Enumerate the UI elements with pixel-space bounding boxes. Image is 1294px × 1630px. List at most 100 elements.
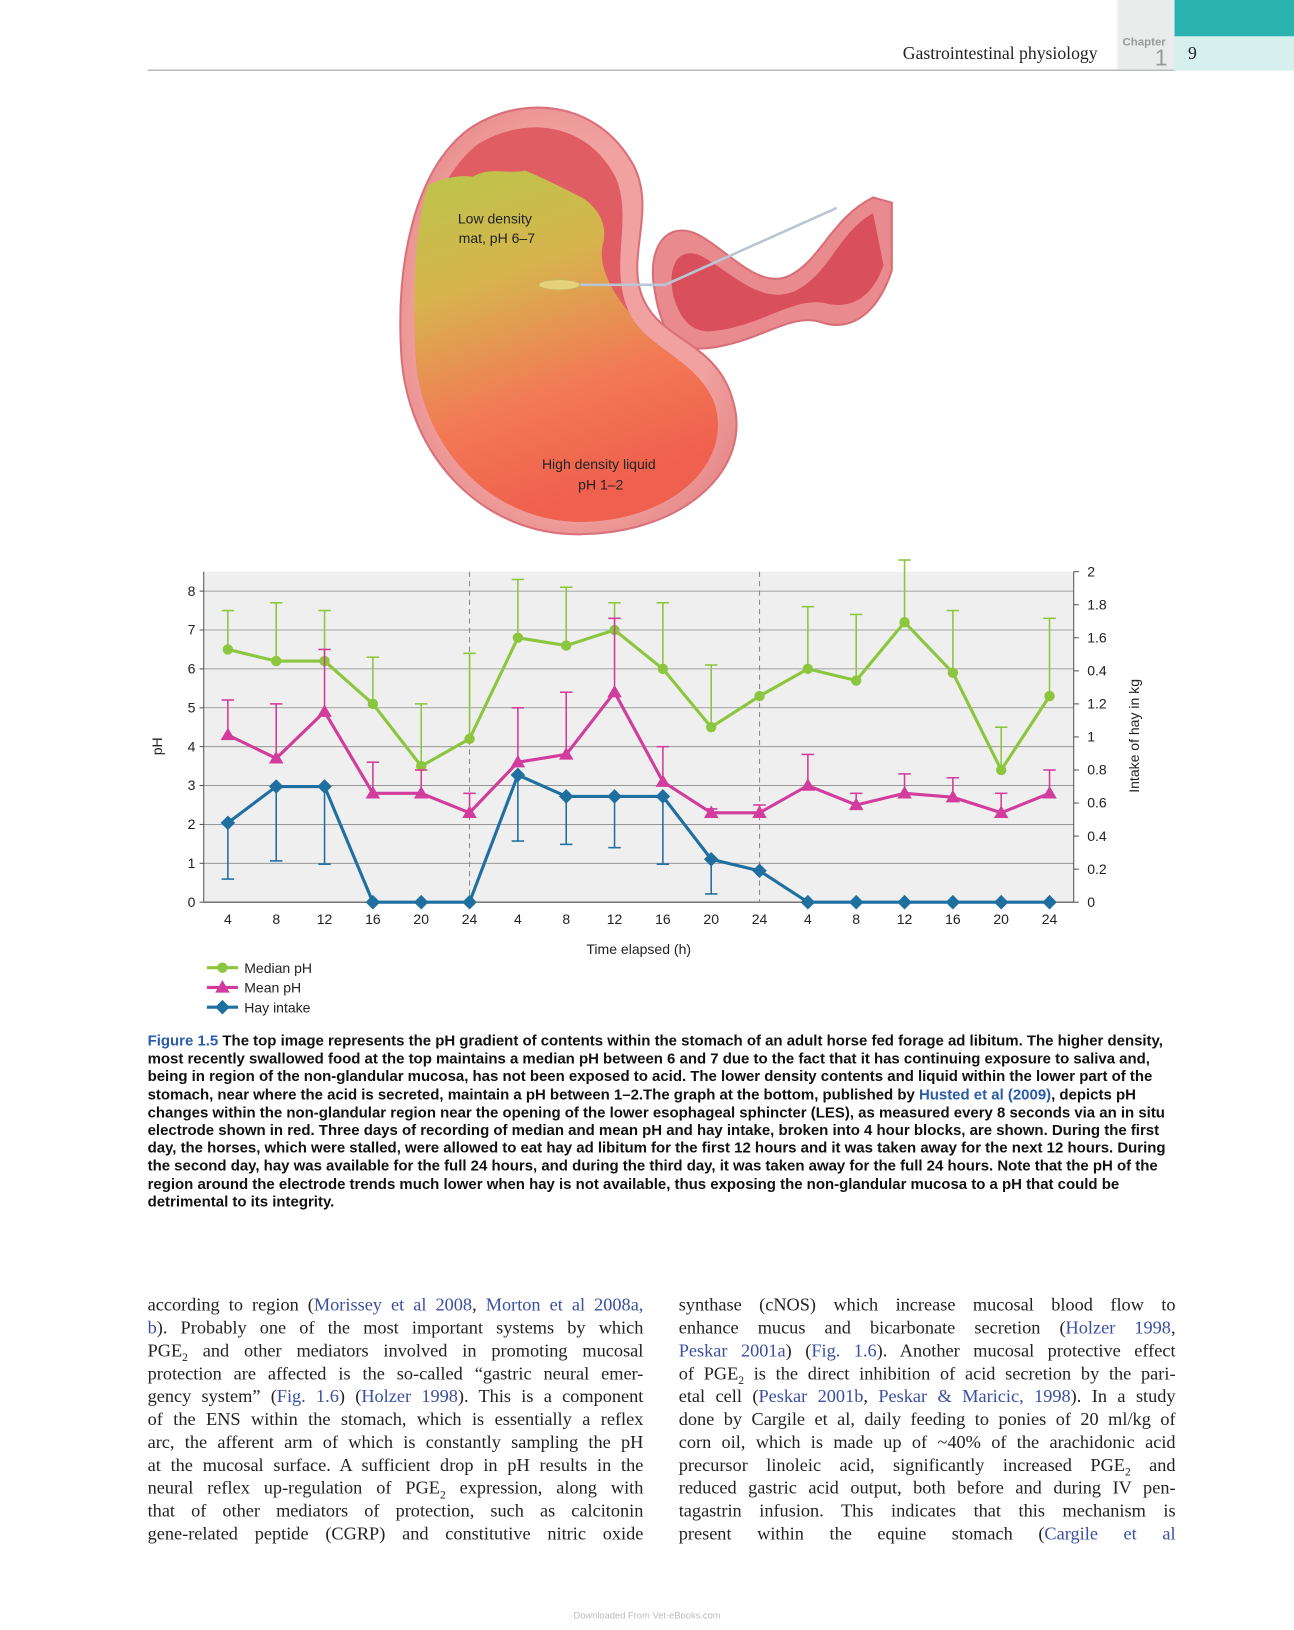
reference-link[interactable]: Morissey et al 2008 [313,1294,473,1315]
data-point [462,805,477,818]
series-line [226,772,1050,904]
data-point [558,747,574,760]
caption-link[interactable]: Husted et al (2009) [918,1086,1052,1104]
data-point [512,632,524,643]
reference-link[interactable]: Peskar 2001b [758,1385,864,1407]
reference-link[interactable]: b [147,1316,157,1338]
text: that of other mediators of protection, s… [147,1499,644,1521]
data-point [317,704,332,717]
reference-link[interactable]: Fig. 1.6 [811,1339,877,1361]
series-line [227,619,1051,774]
x-tick-label: 8 [272,911,280,927]
text: at the mucosal surface. A sufficient dro… [147,1454,644,1475]
running-title: Gastrointestinal physiology [902,43,1098,64]
illustration-label: Low density mat, pH 6–7 [458,210,536,246]
text: PGE [147,1339,183,1361]
data-point [800,778,816,791]
x-axis-title: Time elapsed (h) [586,941,691,957]
text: according to region ( [147,1294,314,1315]
y-tick-label: 0 [188,894,196,910]
y2-axis-title: Intake of hay in kg [1126,679,1142,793]
text-line: present within the equine stomach (Cargi… [679,1522,1176,1545]
reference-link[interactable]: Morton et al 2008a, [485,1294,644,1315]
reference-link[interactable]: Holzer 1998 [1065,1316,1171,1338]
text-line: tagastrin infusion. This indicates that … [679,1499,1176,1522]
text: gency system” ( [147,1385,277,1407]
text-line: etal cell (Peskar 2001b, Peskar & Marici… [679,1384,1176,1407]
x-tick-label: 24 [1042,911,1058,927]
reference-link[interactable]: Peskar & Maricic, 1998 [878,1385,1071,1407]
data-point [848,797,864,811]
y-tick-label: 6 [188,661,196,677]
data-point [365,786,381,799]
y-tick-label: 1 [188,855,196,871]
text: expression, along with [445,1476,644,1498]
y2-tick-label: 0.4 [1087,663,1107,679]
legend-marker [217,962,228,973]
chapter-number: 1 [1154,44,1168,71]
text-line: corn oil, which is made up of ~40% of th… [679,1430,1176,1453]
label-line: pH 1–2 [578,477,623,493]
x-tick-label: 20 [413,911,429,927]
text-line: arc, the afferent arm of which is consta… [148,1430,644,1453]
text: ). In a study [1070,1385,1176,1407]
chapter-box [1117,0,1175,70]
text-line: protection are affected is the so-called… [148,1362,644,1385]
series [221,559,1056,776]
y2-tick-label: 1.2 [1087,696,1107,712]
data-point [222,644,234,655]
reference-link[interactable]: Fig. 1.6 [276,1385,339,1407]
data-point [703,805,719,818]
data-point [899,617,910,628]
data-point [706,722,717,733]
data-point [220,815,236,831]
text: is the direct inhibition of acid secreti… [743,1362,1176,1384]
data-point [947,667,959,678]
header-rule [147,69,1176,71]
text: synthase (cNOS) which increase mucosal b… [678,1294,1176,1315]
data-point [754,690,765,702]
y2-tick-label: 0.2 [1087,861,1107,877]
y2-tick-label: 0 [1087,894,1095,910]
text-line: according to region (Morissey et al 2008… [148,1293,644,1316]
reference-link[interactable]: Peskar 2001a [678,1339,786,1361]
x-tick-label: 16 [365,911,381,927]
subscript: 2 [182,1351,188,1365]
data-point [268,779,284,794]
text: , [472,1294,486,1315]
caption-label: Figure 1.5 [147,1033,219,1050]
illustration-label: High density liquid pH 1–2 [542,456,660,493]
data-point [655,789,671,804]
data-point [945,894,961,910]
data-point [268,751,284,764]
x-tick-label: 4 [224,911,232,927]
electrode-wire [542,206,838,287]
data-point [802,663,814,675]
text: ). This is a component [457,1385,644,1407]
y2-tick-label: 0.4 [1087,828,1107,844]
reference-link[interactable]: Cargile et al [1044,1522,1176,1544]
text: done by Cargile et al, daily feeding to … [678,1408,1176,1430]
label-line: Low density [458,210,532,226]
text: protection are affected is the so-called… [147,1362,644,1384]
data-point [510,767,526,783]
stomach-contents [414,170,718,522]
y-tick-label: 2 [188,816,196,832]
data-point [848,894,864,910]
text: precursor linoleic acid, significantly i… [678,1454,1125,1475]
duodenum-lumen [671,213,884,332]
series-line [227,689,1051,815]
caption-text: , depicts pH changes within the non-glan… [147,1086,1166,1211]
text: , [1170,1316,1176,1338]
text: ) ( [338,1385,362,1407]
body-column: synthase (cNOS) which increase mucosal b… [679,1293,1176,1545]
text-line: neural reflex up-regulation of PGE2 expr… [148,1476,644,1501]
x-tick-label: 16 [655,911,671,927]
text-line: enhance mucus and bicarbonate secretion … [679,1316,1176,1339]
data-point [703,851,719,867]
text: of the ENS within the stomach, which is … [147,1408,644,1430]
reference-link[interactable]: Holzer 1998 [361,1385,458,1407]
data-point [607,789,622,804]
stomach-illustration: Low density mat, pH 6–7 High density liq… [399,106,893,536]
